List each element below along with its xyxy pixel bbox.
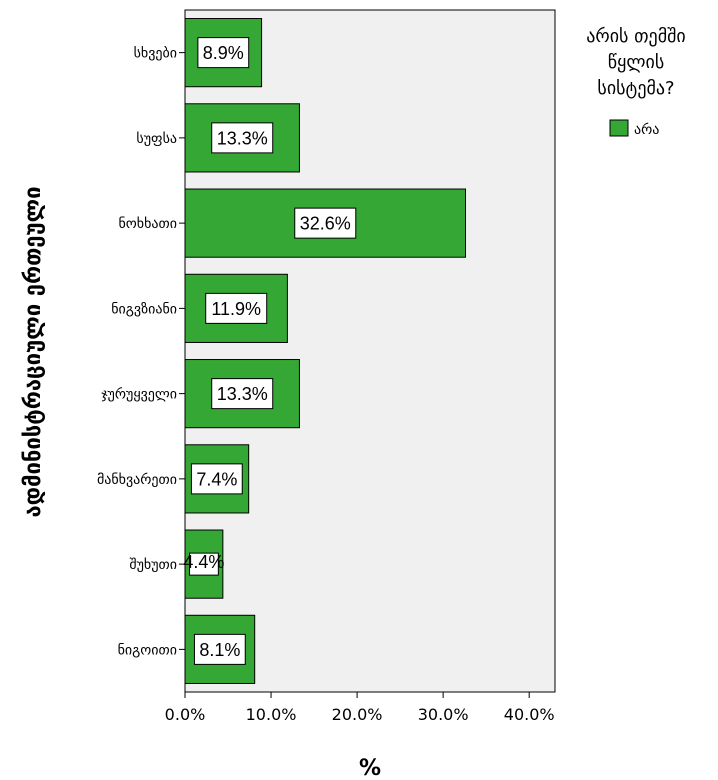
data-label-box-6 [190, 463, 243, 495]
data-label-box-8 [193, 633, 246, 665]
y-category-label-6: მანხვარეთი [97, 471, 177, 488]
legend-swatch-ara [609, 119, 629, 137]
x-tick-label-4: 30.0% [418, 705, 469, 724]
legend: არის თემში წყლის სისტემა? არა [586, 26, 686, 138]
x-tick-label-3: 20.0% [332, 705, 383, 724]
data-label-box-3 [294, 207, 357, 239]
legend-title-line-3: სისტემა? [597, 78, 674, 99]
y-category-label-8: ნიგოითი [118, 642, 177, 658]
data-label-1: 8.9% [203, 43, 244, 63]
x-tick-label-5: 40.0% [504, 705, 555, 724]
data-label-box-5 [211, 378, 274, 410]
data-label-box-4 [205, 292, 268, 324]
data-label-box-2 [211, 122, 274, 154]
y-category-label-1: სხვები [134, 46, 177, 62]
data-label-3: 32.6% [300, 214, 351, 234]
y-category-label-2: სუფსა [136, 131, 177, 147]
legend-label-ara: არა [634, 121, 659, 138]
x-tick-label-2: 10.0% [246, 705, 297, 724]
data-label-4: 11.9% [211, 299, 261, 319]
y-axis-title: ადმინისტრაციული ერთეული [21, 186, 46, 517]
data-label-box-1 [197, 37, 250, 69]
y-category-label-5: ჯურუყველი [101, 386, 177, 403]
x-axis-title: % [359, 756, 381, 780]
data-label-2: 13.3% [217, 128, 268, 148]
y-category-label-3: ნოხხათი [118, 216, 177, 232]
data-label-5: 13.3% [217, 384, 268, 404]
y-category-label-7: შუხუთი [129, 557, 177, 573]
data-label-box-7 [189, 552, 219, 576]
legend-title-line-1: არის თემში [586, 26, 686, 47]
data-label-8: 8.1% [199, 640, 240, 660]
x-tick-label-1: 0.0% [165, 705, 206, 724]
data-label-7: 4.4% [183, 552, 224, 572]
legend-title-line-2: წყლის [608, 52, 665, 73]
y-category-label-4: ნიგვზიანი [111, 301, 177, 317]
data-label-6: 7.4% [196, 469, 237, 489]
